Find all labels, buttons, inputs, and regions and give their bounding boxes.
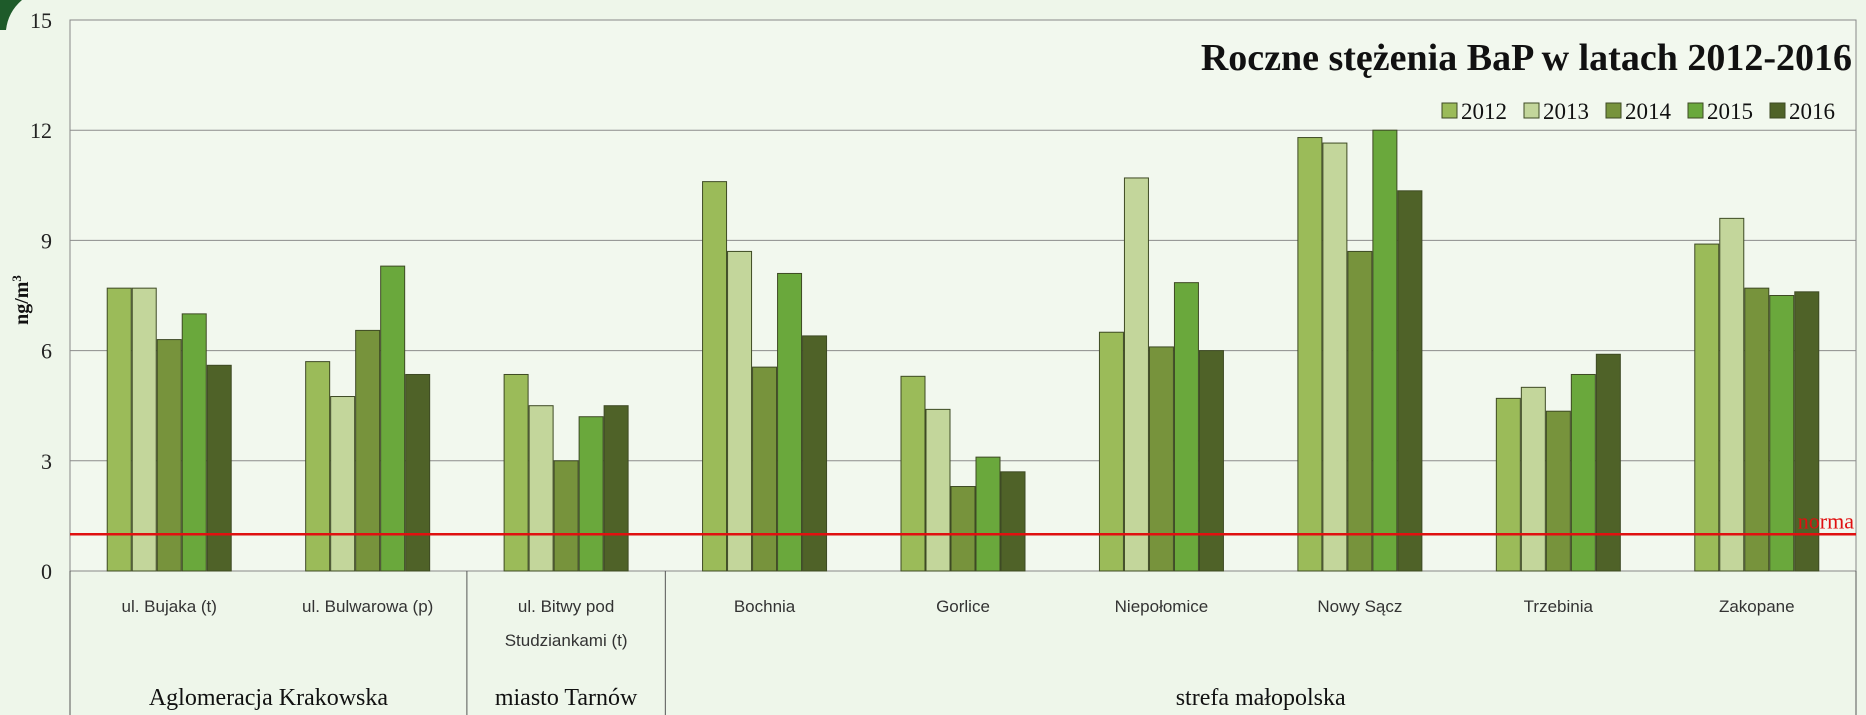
bar-2013-1	[330, 396, 356, 572]
bar-2016-0	[206, 364, 232, 572]
bar-2014-3	[752, 366, 778, 572]
group-label: Aglomeracja Krakowska	[149, 685, 389, 711]
bar-2016-1	[405, 373, 431, 572]
bar-2014-2	[553, 460, 579, 572]
corner-decoration	[0, 0, 22, 30]
group-labels: Aglomeracja Krakowska miasto Tarnów strefa…	[69, 571, 1857, 715]
bar-2012-1	[305, 361, 331, 572]
bar-2013-7	[1520, 386, 1546, 572]
bar-2015-6	[1372, 129, 1398, 572]
legend-swatch-2012	[1441, 102, 1458, 119]
chart-title: Roczne stężenia BaP w latach 2012-2016	[1201, 37, 1852, 79]
bar-2013-3	[727, 250, 753, 572]
bar-2016-6	[1397, 190, 1423, 572]
y-axis: 0 3 6 9 12 15	[30, 8, 52, 584]
bar-2013-8	[1719, 217, 1745, 572]
legend-swatch-2013	[1523, 102, 1540, 119]
reference-line-label: norma	[1798, 508, 1854, 533]
y-tick-label: 9	[41, 228, 52, 253]
bar-2013-6	[1322, 142, 1348, 572]
bar-2015-2	[578, 416, 604, 572]
x-tick-label: ul. Bujaka (t)	[122, 597, 217, 616]
y-axis-label-sup: 3	[9, 275, 24, 282]
x-tick-label: Trzebinia	[1524, 597, 1594, 616]
group-label: strefa małopolska	[1176, 685, 1346, 711]
bar-2014-0	[156, 339, 182, 572]
reference-line-group: norma	[70, 508, 1856, 536]
bar-2012-3	[702, 181, 728, 572]
bar-2013-0	[131, 287, 157, 572]
bar-2015-0	[181, 313, 207, 572]
legend-label-2015: 2015	[1707, 99, 1753, 124]
group-label: miasto Tarnów	[495, 685, 638, 711]
x-tick-label: ul. Bitwy pod	[518, 597, 614, 616]
bar-2014-6	[1347, 250, 1373, 572]
bar-2015-3	[777, 272, 803, 572]
x-axis: ul. Bujaka (t) ul. Bulwarowa (p) ul. Bitwy…	[122, 597, 1795, 650]
bar-2012-4	[900, 375, 926, 572]
bar-2012-8	[1694, 243, 1720, 572]
legend-label-2014: 2014	[1625, 99, 1672, 124]
x-tick-label: ul. Bulwarowa (p)	[302, 597, 433, 616]
x-tick-label: Niepołomice	[1115, 597, 1209, 616]
bar-2012-5	[1098, 331, 1124, 572]
bar-2014-5	[1148, 346, 1174, 572]
bar-2014-8	[1744, 287, 1770, 572]
legend: 2012 2013 2014 2015 2016	[1441, 99, 1835, 124]
y-tick-label: 15	[30, 8, 52, 33]
bar-2015-4	[975, 456, 1001, 572]
y-axis-label-text: ng/m	[11, 281, 33, 325]
x-tick-label: Nowy Sącz	[1317, 597, 1402, 616]
x-tick-label: Studziankami (t)	[505, 631, 628, 650]
x-tick-label: Gorlice	[936, 597, 990, 616]
legend-swatch-2014	[1605, 102, 1622, 119]
bar-2012-6	[1297, 137, 1323, 572]
x-tick-label: Bochnia	[734, 597, 796, 616]
bar-2016-2	[603, 405, 629, 572]
bar-2013-5	[1123, 177, 1149, 572]
y-tick-label: 6	[41, 339, 52, 364]
bar-2014-1	[355, 329, 381, 572]
legend-label-2013: 2013	[1543, 99, 1589, 124]
bar-2013-2	[528, 405, 554, 572]
legend-label-2012: 2012	[1461, 99, 1507, 124]
bar-2012-7	[1495, 397, 1521, 572]
bar-2016-4	[1000, 471, 1026, 572]
bar-2014-7	[1545, 410, 1571, 572]
bar-2012-2	[503, 373, 529, 572]
bar-2015-8	[1769, 295, 1795, 572]
x-tick-label: Zakopane	[1719, 597, 1795, 616]
bar-2016-7	[1595, 353, 1621, 572]
bar-2014-4	[950, 486, 976, 572]
bar-2015-7	[1570, 373, 1596, 572]
bar-2016-3	[802, 335, 828, 572]
bar-2016-8	[1794, 291, 1820, 572]
y-tick-label: 12	[30, 118, 52, 143]
bar-2016-5	[1198, 350, 1224, 572]
legend-swatch-2016	[1769, 102, 1786, 119]
bar-2013-4	[925, 408, 951, 572]
bar-2015-1	[380, 265, 406, 572]
y-tick-label: 0	[41, 559, 52, 584]
y-tick-label: 3	[41, 449, 52, 474]
legend-label-2016: 2016	[1789, 99, 1835, 124]
y-axis-label: ng/m3	[9, 275, 33, 325]
bar-2012-0	[106, 287, 132, 572]
legend-swatch-2015	[1687, 102, 1704, 119]
bar-2015-5	[1173, 282, 1199, 572]
